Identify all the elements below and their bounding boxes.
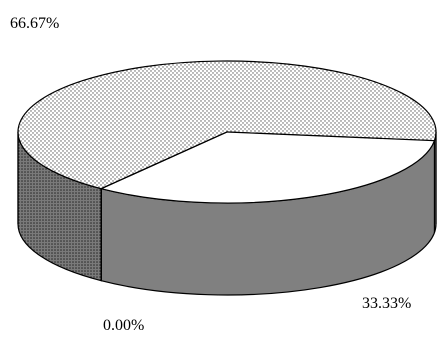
label-66-67: 66.67% (10, 15, 59, 32)
label-33-33: 33.33% (362, 295, 411, 312)
slices-layer (17, 60, 437, 296)
label-0-00: 0.00% (103, 317, 144, 334)
slice-33-33 (99, 131, 436, 204)
slice-66-67 (17, 60, 437, 190)
slice-0-00 (100, 131, 228, 190)
